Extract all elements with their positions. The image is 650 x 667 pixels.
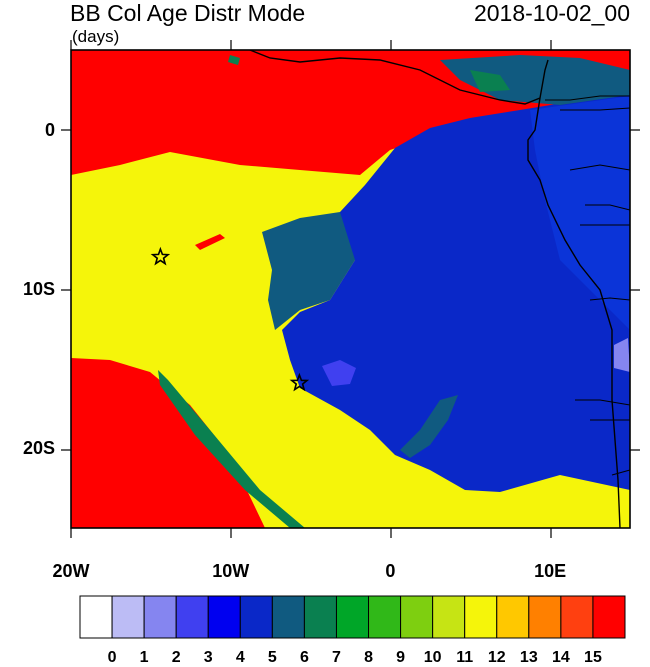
colorbar-label: 5 [267,649,277,666]
field-purple [614,338,630,372]
x-tick-label: 10E [534,561,567,581]
colorbar-swatch [143,595,177,639]
colorbar-swatch [400,595,434,639]
station-markers [150,246,310,392]
colorbar-swatch [303,595,337,639]
field-red-south [71,358,265,528]
field-green-north2 [228,55,240,65]
colorbar-label: 1 [139,649,149,666]
coastline [249,50,621,528]
colorbar-label: 3 [203,649,213,666]
colorbar-swatch [464,595,498,639]
colorbar-swatch [335,595,370,639]
colorbar-swatch [368,595,402,639]
field-teal [262,212,360,330]
colorbar-label: 0 [107,649,117,666]
units-label: (days) [72,27,120,46]
field-seagreen-streak [158,370,305,528]
colorbar-swatch [79,595,113,639]
colorbar-swatch [560,595,594,639]
star-marker [289,372,310,392]
colorbar-swatch [239,595,273,639]
field-land-blue [530,96,630,330]
colorbar-label: 12 [487,649,506,666]
colorbar [79,595,626,639]
colorbar-swatch [528,595,562,639]
y-tick-label: 20S [22,438,55,459]
y-tick-label: 0 [44,119,55,140]
colorbar-label: 15 [584,649,602,666]
axis-ticks [61,40,640,538]
field-blue [282,92,630,492]
x-tick-label: 10W [212,561,250,581]
x-tick-label: 20W [52,561,90,581]
y-tick-label: 10S [22,279,55,299]
colorbar-swatch [271,595,305,639]
colorbar-label: 11 [456,649,474,666]
map-title: BB Col Age Distr Mode [70,0,306,26]
colorbar-label: 9 [396,649,406,666]
map-field [71,50,630,528]
field-teal-south [400,395,458,458]
colorbar-swatch [432,595,466,639]
colorbar-label: 10 [423,649,442,666]
star-marker [150,246,171,266]
colorbar-label: 8 [364,649,373,666]
colorbar-label: 2 [171,649,181,666]
colorbar-swatch [496,595,530,639]
colorbar-swatch [175,595,209,639]
colorbar-label: 14 [551,649,570,666]
x-tick-label: 0 [385,561,396,581]
colorbar-label: 13 [519,649,538,666]
colorbar-label: 4 [235,649,245,666]
colorbar-swatch [207,595,241,639]
field-teal-north [440,55,630,105]
country-borders [545,95,630,476]
colorbar-label: 6 [299,649,309,666]
colorbar-swatch [592,595,626,639]
colorbar-swatch [111,595,145,639]
field-red-streak [195,234,225,250]
field-midblue [322,360,356,386]
field-red-north [405,66,460,90]
date-label: 2018-10-02_00 [473,0,630,26]
colorbar-label: 7 [332,649,341,666]
field-green-north [470,70,510,92]
